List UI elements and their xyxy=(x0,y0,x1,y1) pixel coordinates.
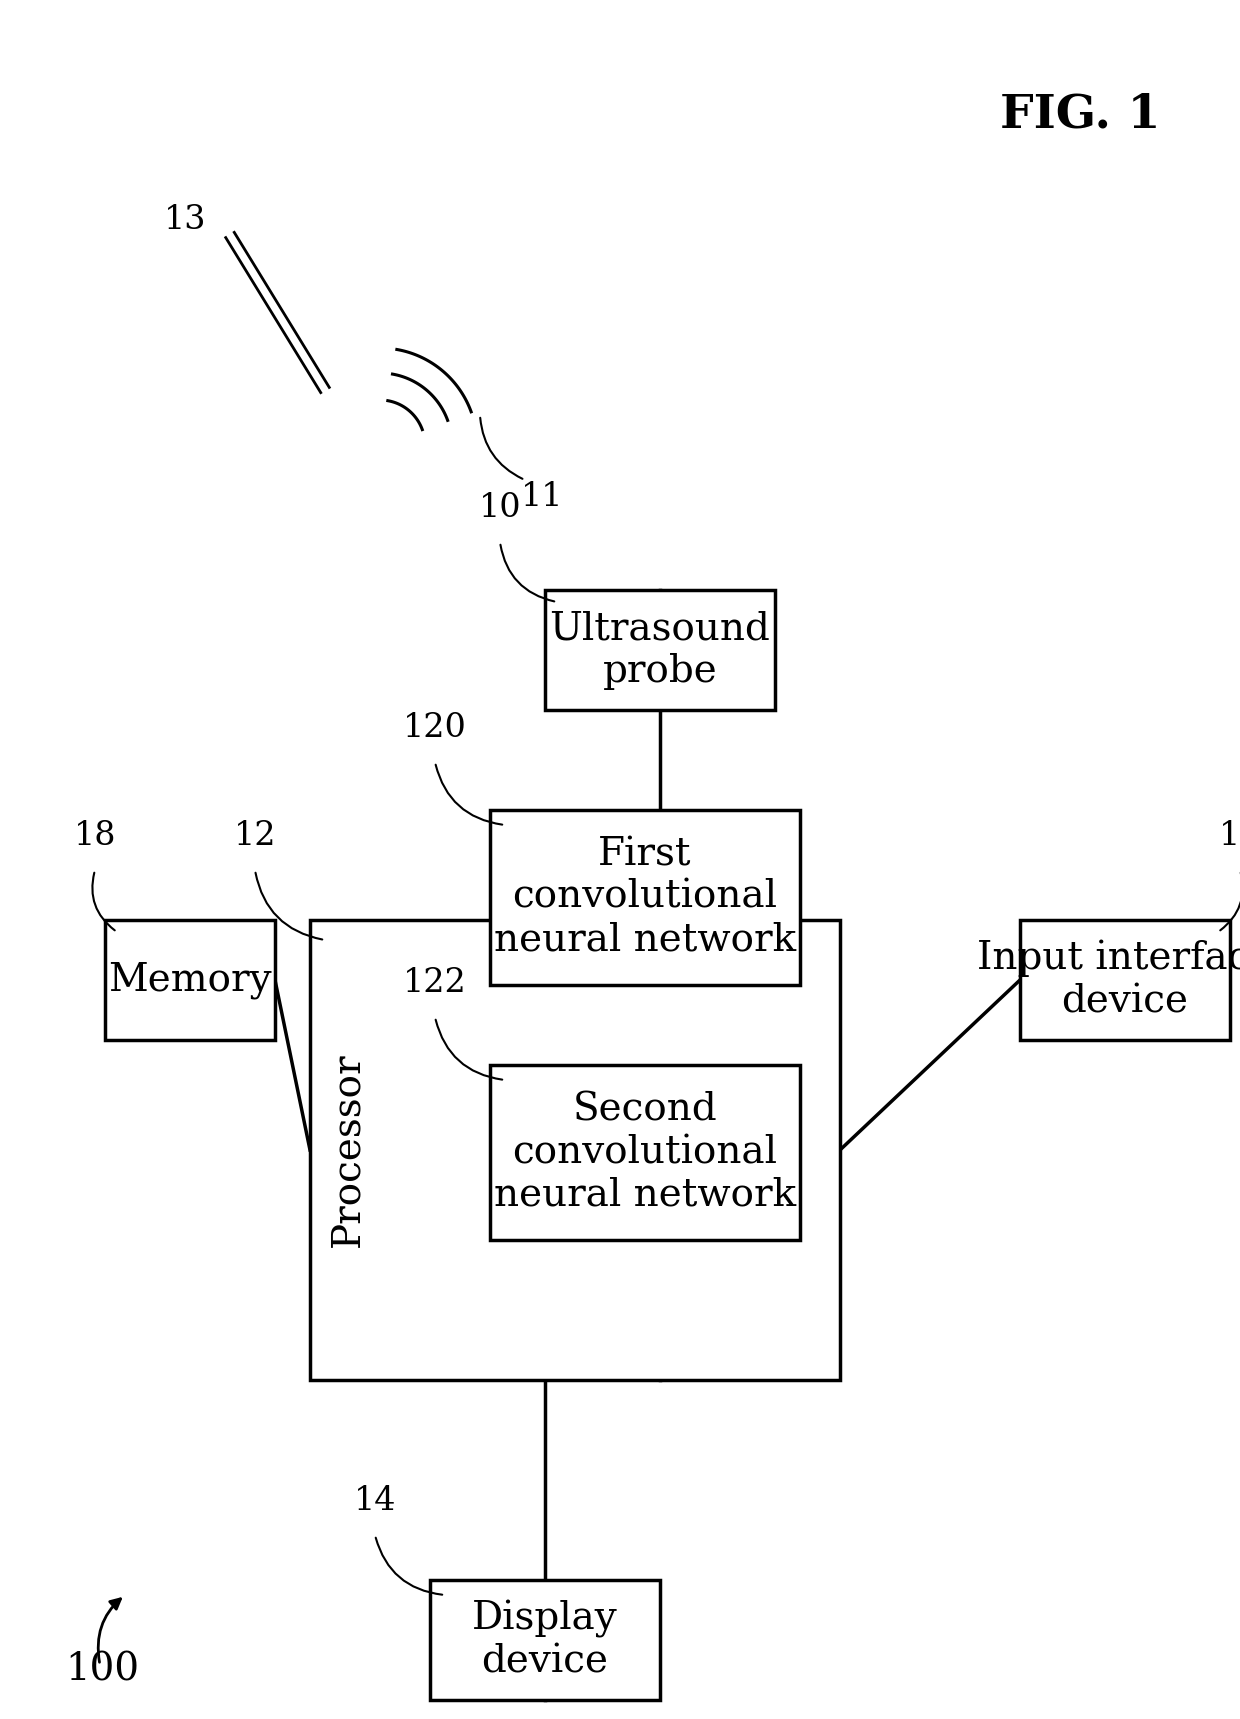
Text: Input interface
device: Input interface device xyxy=(977,940,1240,1019)
Text: 120: 120 xyxy=(403,712,467,744)
Text: 11: 11 xyxy=(521,481,563,512)
Text: Ultrasound
probe: Ultrasound probe xyxy=(549,610,770,689)
Bar xyxy=(1021,920,1230,1040)
Text: Second
convolutional
neural network: Second convolutional neural network xyxy=(494,1092,796,1214)
Bar xyxy=(490,1066,800,1239)
Bar xyxy=(105,920,275,1040)
Text: First
convolutional
neural network: First convolutional neural network xyxy=(494,835,796,959)
Text: Display
device: Display device xyxy=(472,1600,618,1681)
Text: 10: 10 xyxy=(479,492,521,524)
Text: 16: 16 xyxy=(1219,820,1240,853)
Bar xyxy=(310,920,839,1380)
Text: 100: 100 xyxy=(64,1652,139,1688)
Text: FIG. 1: FIG. 1 xyxy=(999,93,1161,138)
Bar xyxy=(546,590,775,710)
Text: 122: 122 xyxy=(403,968,467,999)
Text: 14: 14 xyxy=(353,1485,397,1516)
Text: 18: 18 xyxy=(73,820,117,853)
Bar xyxy=(430,1580,660,1700)
Text: Memory: Memory xyxy=(108,961,272,999)
Text: Processor: Processor xyxy=(330,1052,367,1248)
Text: 13: 13 xyxy=(164,205,206,236)
Text: 12: 12 xyxy=(234,820,277,853)
Bar xyxy=(490,810,800,985)
